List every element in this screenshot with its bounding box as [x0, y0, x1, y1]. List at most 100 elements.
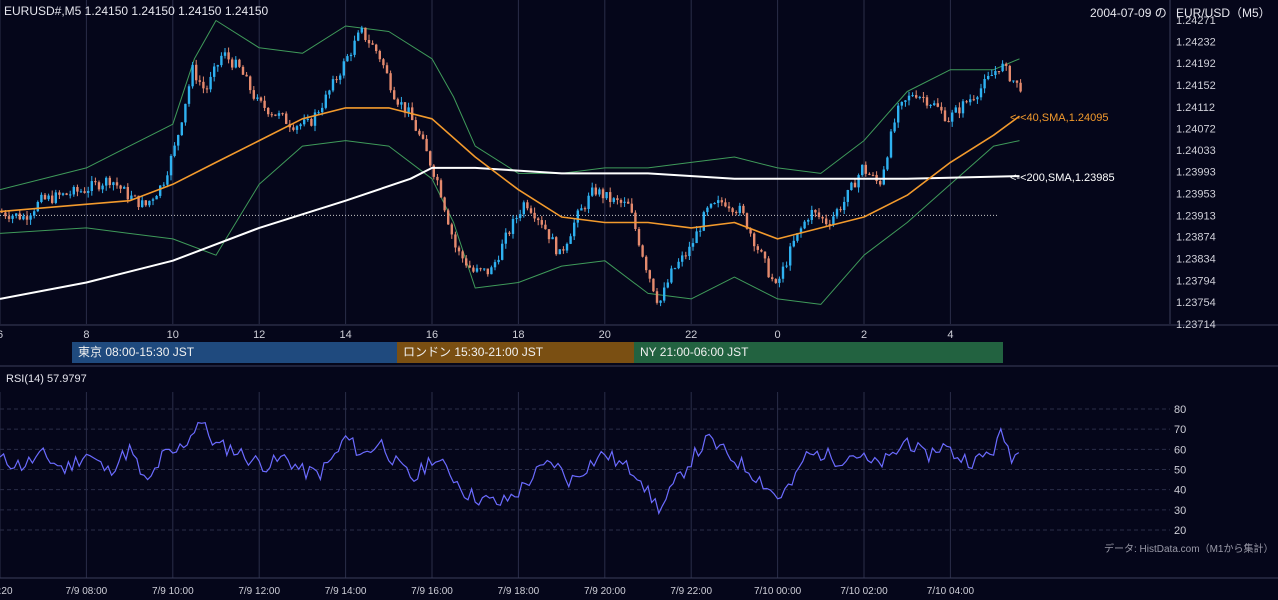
candle-body	[504, 232, 507, 244]
candle-body	[252, 90, 255, 99]
candle-body	[29, 215, 32, 220]
candle-body	[51, 195, 54, 203]
time-axis-tick: 4	[947, 329, 953, 341]
candle-body	[79, 191, 83, 193]
candle-body	[886, 157, 889, 170]
candle-body	[270, 114, 273, 116]
candle-body	[198, 80, 201, 82]
candle-body	[778, 278, 781, 283]
candle-body	[994, 71, 997, 76]
datetime-axis-tick: 7/9 20:00	[584, 586, 626, 597]
candle-body	[817, 212, 821, 217]
candle-body	[432, 165, 435, 177]
candle-body	[450, 224, 453, 235]
candle-body	[717, 200, 720, 203]
candle-body	[216, 65, 219, 67]
candle-body	[529, 208, 533, 213]
candle-body	[537, 218, 540, 221]
candle-body	[418, 130, 421, 135]
candle-body	[979, 88, 983, 98]
candle-body	[281, 113, 284, 115]
candle-body	[36, 202, 39, 212]
candle-body	[353, 40, 356, 55]
candle-body	[781, 266, 785, 279]
datetime-axis-tick: 7/10 04:00	[927, 586, 975, 597]
candle-body	[479, 268, 482, 270]
price-axis-tick: 1.24033	[1176, 145, 1216, 157]
time-axis-tick: 16	[426, 329, 438, 341]
candle-body	[249, 76, 252, 91]
datetime-axis-tick: 7/9 18:00	[498, 586, 540, 597]
candle-body	[727, 206, 731, 209]
candle-body	[72, 187, 75, 195]
candle-body	[871, 174, 875, 176]
candle-body	[1012, 80, 1015, 82]
session-ny-band: NY 21:00-06:00 JST	[634, 342, 1003, 363]
candle-body	[695, 231, 698, 244]
candle-body	[918, 96, 921, 98]
price-axis-tick: 1.24112	[1176, 102, 1215, 114]
candle-body	[616, 198, 619, 201]
candle-body	[796, 233, 799, 241]
candle-body	[810, 209, 813, 220]
candle-body	[231, 59, 234, 68]
candle-body	[396, 99, 399, 105]
candle-body	[565, 243, 569, 251]
candle-body	[1019, 82, 1022, 92]
candle-body	[148, 200, 151, 206]
candle-body	[4, 212, 7, 217]
candle-body	[7, 216, 11, 219]
candle-body	[720, 200, 723, 203]
sma200-line	[0, 166, 1020, 300]
candle-body	[857, 175, 860, 188]
candle-body	[493, 262, 497, 268]
candle-body	[814, 209, 817, 213]
candle-body	[191, 64, 194, 87]
candle-body	[742, 205, 745, 214]
candle-body	[522, 202, 525, 215]
candle-body	[594, 187, 597, 195]
datetime-axis-tick: 7/9 22:00	[670, 586, 712, 597]
candle-body	[245, 74, 248, 77]
rsi-axis-tick: 80	[1174, 404, 1186, 416]
candle-body	[965, 101, 968, 103]
candle-body	[306, 118, 309, 120]
candle-body	[785, 265, 788, 267]
candle-body	[76, 187, 79, 192]
candle-body	[238, 59, 241, 67]
candle-body	[195, 64, 198, 81]
candle-body	[803, 221, 806, 229]
candle-body	[879, 181, 882, 185]
time-axis-tick: 20	[599, 329, 611, 341]
candle-body	[1008, 65, 1011, 82]
candle-body	[177, 135, 180, 146]
candle-body	[61, 193, 65, 195]
candle-body	[313, 112, 317, 126]
time-axis-tick: 8	[83, 329, 89, 341]
candle-body	[637, 228, 641, 246]
candle-body	[904, 100, 907, 102]
candle-body	[360, 27, 363, 33]
candle-body	[162, 184, 165, 186]
candle-body	[688, 246, 691, 257]
candle-body	[389, 73, 392, 91]
time-axis-tick: 22	[685, 329, 697, 341]
candle-body	[551, 237, 554, 240]
session-tokyo-band: 東京 08:00-15:30 JST	[72, 342, 397, 363]
candle-body	[285, 113, 288, 124]
candle-body	[141, 200, 144, 208]
candle-body	[1001, 63, 1004, 72]
candle-body	[691, 243, 695, 247]
session-london-band: ロンドン 15:30-21:00 JST	[397, 342, 634, 363]
candle-body	[241, 66, 245, 75]
candle-body	[933, 103, 936, 105]
price-axis-tick: 1.24271	[1176, 15, 1216, 27]
candle-body	[893, 122, 896, 132]
candle-body	[745, 213, 749, 229]
candle-body	[673, 268, 677, 270]
candle-body	[861, 164, 864, 176]
candle-body	[331, 79, 335, 91]
bollinger-lower-line	[0, 140, 1020, 305]
candle-body	[259, 97, 263, 101]
